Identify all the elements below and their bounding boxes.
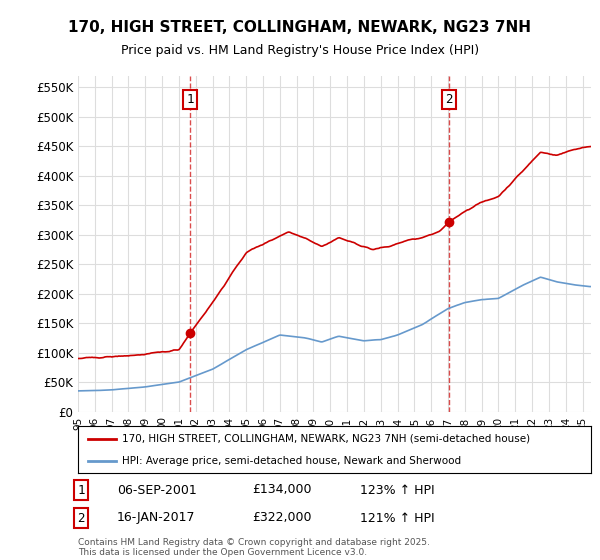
Text: 2: 2: [77, 511, 85, 525]
Text: 121% ↑ HPI: 121% ↑ HPI: [360, 511, 434, 525]
Text: 1: 1: [187, 92, 194, 106]
Text: 2: 2: [445, 92, 452, 106]
Text: 1: 1: [77, 483, 85, 497]
Text: Contains HM Land Registry data © Crown copyright and database right 2025.
This d: Contains HM Land Registry data © Crown c…: [78, 538, 430, 557]
Text: 16-JAN-2017: 16-JAN-2017: [117, 511, 196, 525]
Text: 123% ↑ HPI: 123% ↑ HPI: [360, 483, 434, 497]
Text: £322,000: £322,000: [252, 511, 311, 525]
Text: Price paid vs. HM Land Registry's House Price Index (HPI): Price paid vs. HM Land Registry's House …: [121, 44, 479, 57]
Text: 06-SEP-2001: 06-SEP-2001: [117, 483, 197, 497]
Text: 170, HIGH STREET, COLLINGHAM, NEWARK, NG23 7NH: 170, HIGH STREET, COLLINGHAM, NEWARK, NG…: [68, 20, 532, 35]
Text: HPI: Average price, semi-detached house, Newark and Sherwood: HPI: Average price, semi-detached house,…: [122, 456, 461, 466]
Text: £134,000: £134,000: [252, 483, 311, 497]
Text: 170, HIGH STREET, COLLINGHAM, NEWARK, NG23 7NH (semi-detached house): 170, HIGH STREET, COLLINGHAM, NEWARK, NG…: [122, 434, 530, 444]
